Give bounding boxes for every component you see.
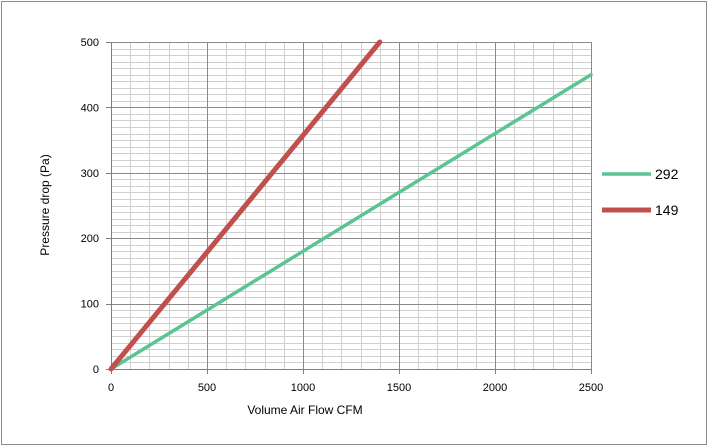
y-tick-label: 400: [81, 102, 99, 114]
y-tick-label: 0: [93, 364, 99, 376]
legend-label: 292: [655, 166, 679, 182]
legend-item-292: 292: [602, 166, 679, 182]
plot-background: [111, 42, 591, 369]
legend: 292 149: [602, 166, 679, 218]
x-tick-label: 1000: [291, 382, 315, 394]
x-tick-labels: 0 500 1000 1500 2000 2500: [108, 382, 603, 394]
y-tick-label: 500: [81, 37, 99, 49]
y-tick-label: 200: [81, 233, 99, 245]
y-tick-labels: 0 100 200 300 400 500: [81, 37, 99, 376]
legend-item-149: 149: [602, 202, 679, 218]
plot-area: [111, 42, 591, 369]
x-tick-label: 500: [198, 382, 216, 394]
y-axis-title: Pressure drop (Pa): [38, 154, 52, 255]
axes: [106, 42, 592, 374]
legend-label: 149: [655, 202, 679, 218]
x-tick-label: 2500: [579, 382, 603, 394]
series-line-149: [108, 39, 383, 372]
series-lines: [108, 39, 593, 372]
y-tick-label: 100: [81, 299, 99, 311]
x-axis-title: Volume Air Flow CFM: [247, 403, 362, 417]
series-line-292: [109, 72, 593, 371]
x-tick-label: 0: [108, 382, 114, 394]
x-tick-label: 1500: [387, 382, 411, 394]
x-tick-label: 2000: [483, 382, 507, 394]
y-tick-label: 300: [81, 168, 99, 180]
